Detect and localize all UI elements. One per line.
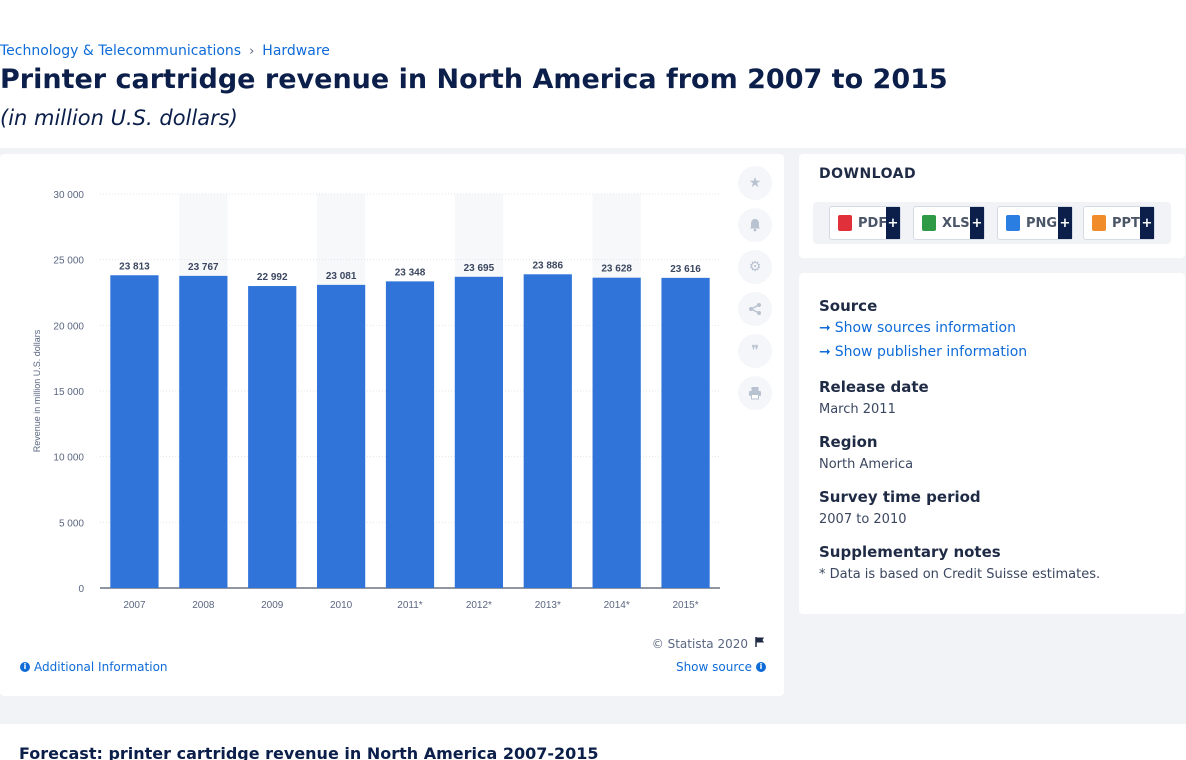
additional-information-link[interactable]: i Additional Information [20,660,168,674]
survey-period-heading: Survey time period [819,488,981,506]
x-tick-label: 2007 [123,600,146,611]
download-ppt-label: PPT [1112,215,1140,231]
release-date-heading: Release date [819,378,929,396]
png-file-icon [1006,215,1020,231]
pdf-file-icon [838,215,852,231]
supplementary-notes-value: * Data is based on Credit Suisse estimat… [819,567,1101,582]
top-bar [0,0,1186,38]
show-sources-label: Show sources information [834,320,1016,336]
data-label: 23 813 [119,261,150,272]
x-tick-label: 2015* [672,600,698,611]
xls-file-icon [922,215,936,231]
chart-toolbar: ★ ⚙ ❞ [738,166,772,410]
source-heading: Source [819,297,878,315]
region-value: North America [819,457,914,472]
data-label: 23 628 [601,264,632,275]
bar-chart: 0 5 000 10 000 15 000 20 000 25 000 30 000 Reve… [32,190,720,611]
x-tick-label: 2009 [261,600,284,611]
show-source-link[interactable]: Show source i [676,660,766,674]
region-heading: Region [819,433,878,451]
breadcrumb-separator: › [249,43,255,59]
bar [179,275,228,588]
related-section: Forecast: printer cartridge revenue in N… [0,724,1186,760]
info-icon: i [20,662,30,672]
bar [523,274,572,588]
data-label: 23 886 [532,260,563,271]
download-xls-label: XLS [942,215,970,231]
y-tick-label: 25 000 [53,256,84,267]
info-icon: i [756,662,766,672]
gear-icon[interactable]: ⚙ [738,250,772,284]
y-tick-label: 30 000 [53,190,84,201]
x-tick-label: 2014* [604,600,630,611]
data-label: 23 616 [670,264,701,275]
x-tick-label: 2010 [330,600,353,611]
bar [110,275,159,588]
x-tick-label: 2011* [397,600,423,611]
bell-icon[interactable] [738,208,772,242]
survey-period-value: 2007 to 2010 [819,512,907,527]
additional-information-label: Additional Information [34,660,168,674]
star-icon[interactable]: ★ [738,166,772,200]
show-sources-link[interactable]: ➞ Show sources information [819,320,1016,336]
related-title: Forecast: printer cartridge revenue in N… [19,744,599,760]
y-axis-title: Revenue in million U.S. dollars [32,329,42,452]
download-png-button[interactable]: PNG + [997,206,1073,240]
arrow-right-icon: ➞ [819,320,831,336]
breadcrumb-link-hardware[interactable]: Hardware [262,43,330,59]
x-tick-label: 2013* [535,600,561,611]
ppt-file-icon [1092,215,1106,231]
y-tick-label: 15 000 [53,387,84,398]
share-icon[interactable] [738,292,772,326]
data-label: 23 348 [395,267,426,278]
breadcrumb: Technology & Telecommunications › Hardwa… [0,43,330,59]
breadcrumb-link-technology[interactable]: Technology & Telecommunications [0,43,242,59]
flag-icon[interactable] [754,636,766,651]
data-label: 23 081 [326,271,357,282]
bar [661,277,710,588]
download-ppt-button[interactable]: PPT + [1083,206,1155,240]
bar [317,284,366,588]
data-label: 22 992 [257,272,288,283]
download-title: DOWNLOAD [819,166,917,182]
data-label: 23 695 [464,263,495,274]
page-subtitle: (in million U.S. dollars) [0,106,238,130]
header-area [0,38,1186,148]
x-tick-label: 2012* [466,600,492,611]
y-tick-label: 0 [78,584,84,595]
copyright: © Statista 2020 [652,636,766,651]
chart-card: 0 5 000 10 000 15 000 20 000 25 000 30 000 Reve… [0,154,784,696]
plus-icon: + [1140,207,1154,239]
bar [248,286,297,588]
plus-icon: + [970,207,984,239]
download-pdf-button[interactable]: PDF + [829,206,901,240]
y-tick-label: 5 000 [59,518,84,529]
arrow-right-icon: ➞ [819,344,831,360]
show-publisher-link[interactable]: ➞ Show publisher information [819,344,1027,360]
bar [385,281,435,588]
show-source-label: Show source [675,660,752,674]
plus-icon: + [1058,207,1072,239]
download-pdf-label: PDF [858,215,888,231]
bar [454,276,503,588]
download-card: DOWNLOAD PDF + XLS + PNG + PPT + [799,154,1185,258]
statistic-details: Source ➞ Show sources information ➞ Show… [799,273,1185,614]
x-tick-label: 2008 [192,600,215,611]
quote-icon[interactable]: ❞ [738,334,772,368]
download-xls-button[interactable]: XLS + [913,206,985,240]
y-tick-label: 10 000 [53,453,84,464]
plus-icon: + [886,207,900,239]
supplementary-notes-heading: Supplementary notes [819,543,1001,561]
download-buttons: PDF + XLS + PNG + PPT + [813,202,1171,244]
release-date-value: March 2011 [819,402,896,417]
page-title: Printer cartridge revenue in North Ameri… [0,64,948,95]
data-label: 23 767 [188,262,219,273]
copyright-text: © Statista 2020 [651,636,748,651]
download-png-label: PNG [1026,215,1058,231]
bar [592,277,641,588]
print-icon[interactable] [738,376,772,410]
y-tick-label: 20 000 [53,321,84,332]
show-publisher-label: Show publisher information [834,344,1028,360]
